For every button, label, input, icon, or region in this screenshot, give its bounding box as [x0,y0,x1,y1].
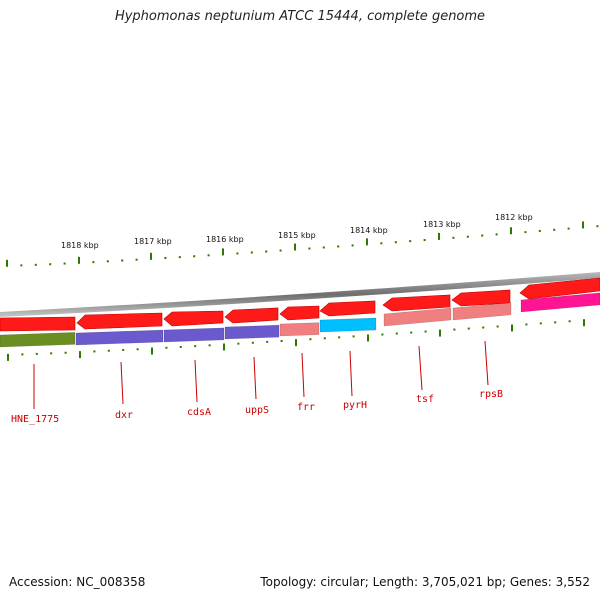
genome-title: Hyphomonas neptunium ATCC 15444, complet… [114,9,486,24]
gene-label-group [33,340,489,409]
ruler-label-1816: 1816 kbp [206,235,244,244]
gene-arrow[interactable] [319,300,376,317]
ruler-label-1813: 1813 kbp [423,220,461,229]
gene-label-upps[interactable]: uppS [245,405,269,416]
gene-arrow[interactable] [76,312,163,330]
cog-segment[interactable] [0,332,76,348]
cog-segment[interactable] [319,317,377,333]
leader-line [349,350,353,397]
leader-line [484,340,489,386]
leader-line [301,352,305,398]
gene-labels: HNE_1775 dxr cdsA uppS frr pyrH tsf rpsB [11,389,503,425]
ruler-labels: 1818 kbp 1817 kbp 1816 kbp 1815 kbp 1814… [61,213,533,250]
cog-segment[interactable] [279,322,320,337]
gene-label-rpsb[interactable]: rpsB [479,389,503,400]
gene-label-pyrh[interactable]: pyrH [343,400,367,411]
cog-segment[interactable] [224,324,280,340]
leader-line [253,356,257,400]
leader-line [418,345,423,391]
gene-arrow[interactable] [163,310,224,327]
ruler-label-1814: 1814 kbp [350,226,388,235]
gene-label-frr[interactable]: frr [297,402,315,413]
gene-arrow[interactable] [0,316,76,332]
ruler-label-1812: 1812 kbp [495,213,533,222]
ruler-ticks [6,221,599,267]
gene-label-hne1775[interactable]: HNE_1775 [11,414,59,425]
gene-label-cdsa[interactable]: cdsA [187,407,211,418]
cog-segment[interactable] [520,292,600,313]
genome-backbone [0,272,600,317]
ruler-label-1815: 1815 kbp [278,231,316,240]
leader-line [120,361,124,405]
leader-line [194,359,198,403]
lower-ruler-ticks [7,319,585,361]
genome-summary-text: Topology: circular; Length: 3,705,021 bp… [260,575,590,589]
cog-segment[interactable] [452,302,512,321]
accession-text: Accession: NC_008358 [9,575,146,589]
cog-segment[interactable] [163,327,225,343]
cog-segment[interactable] [75,329,164,346]
gene-arrow[interactable] [382,294,451,312]
ruler-label-1818: 1818 kbp [61,241,99,250]
gene-label-dxr[interactable]: dxr [115,410,133,421]
gene-arrow[interactable] [279,305,320,321]
gene-label-tsf[interactable]: tsf [416,394,434,405]
cog-color-track [0,292,600,348]
gene-arrow[interactable] [451,289,511,307]
ruler-label-1817: 1817 kbp [134,237,172,246]
gene-arrow[interactable] [224,307,279,324]
gene-arrow[interactable] [519,277,600,300]
cog-segment[interactable] [383,307,452,327]
forward-gene-track [0,277,600,332]
